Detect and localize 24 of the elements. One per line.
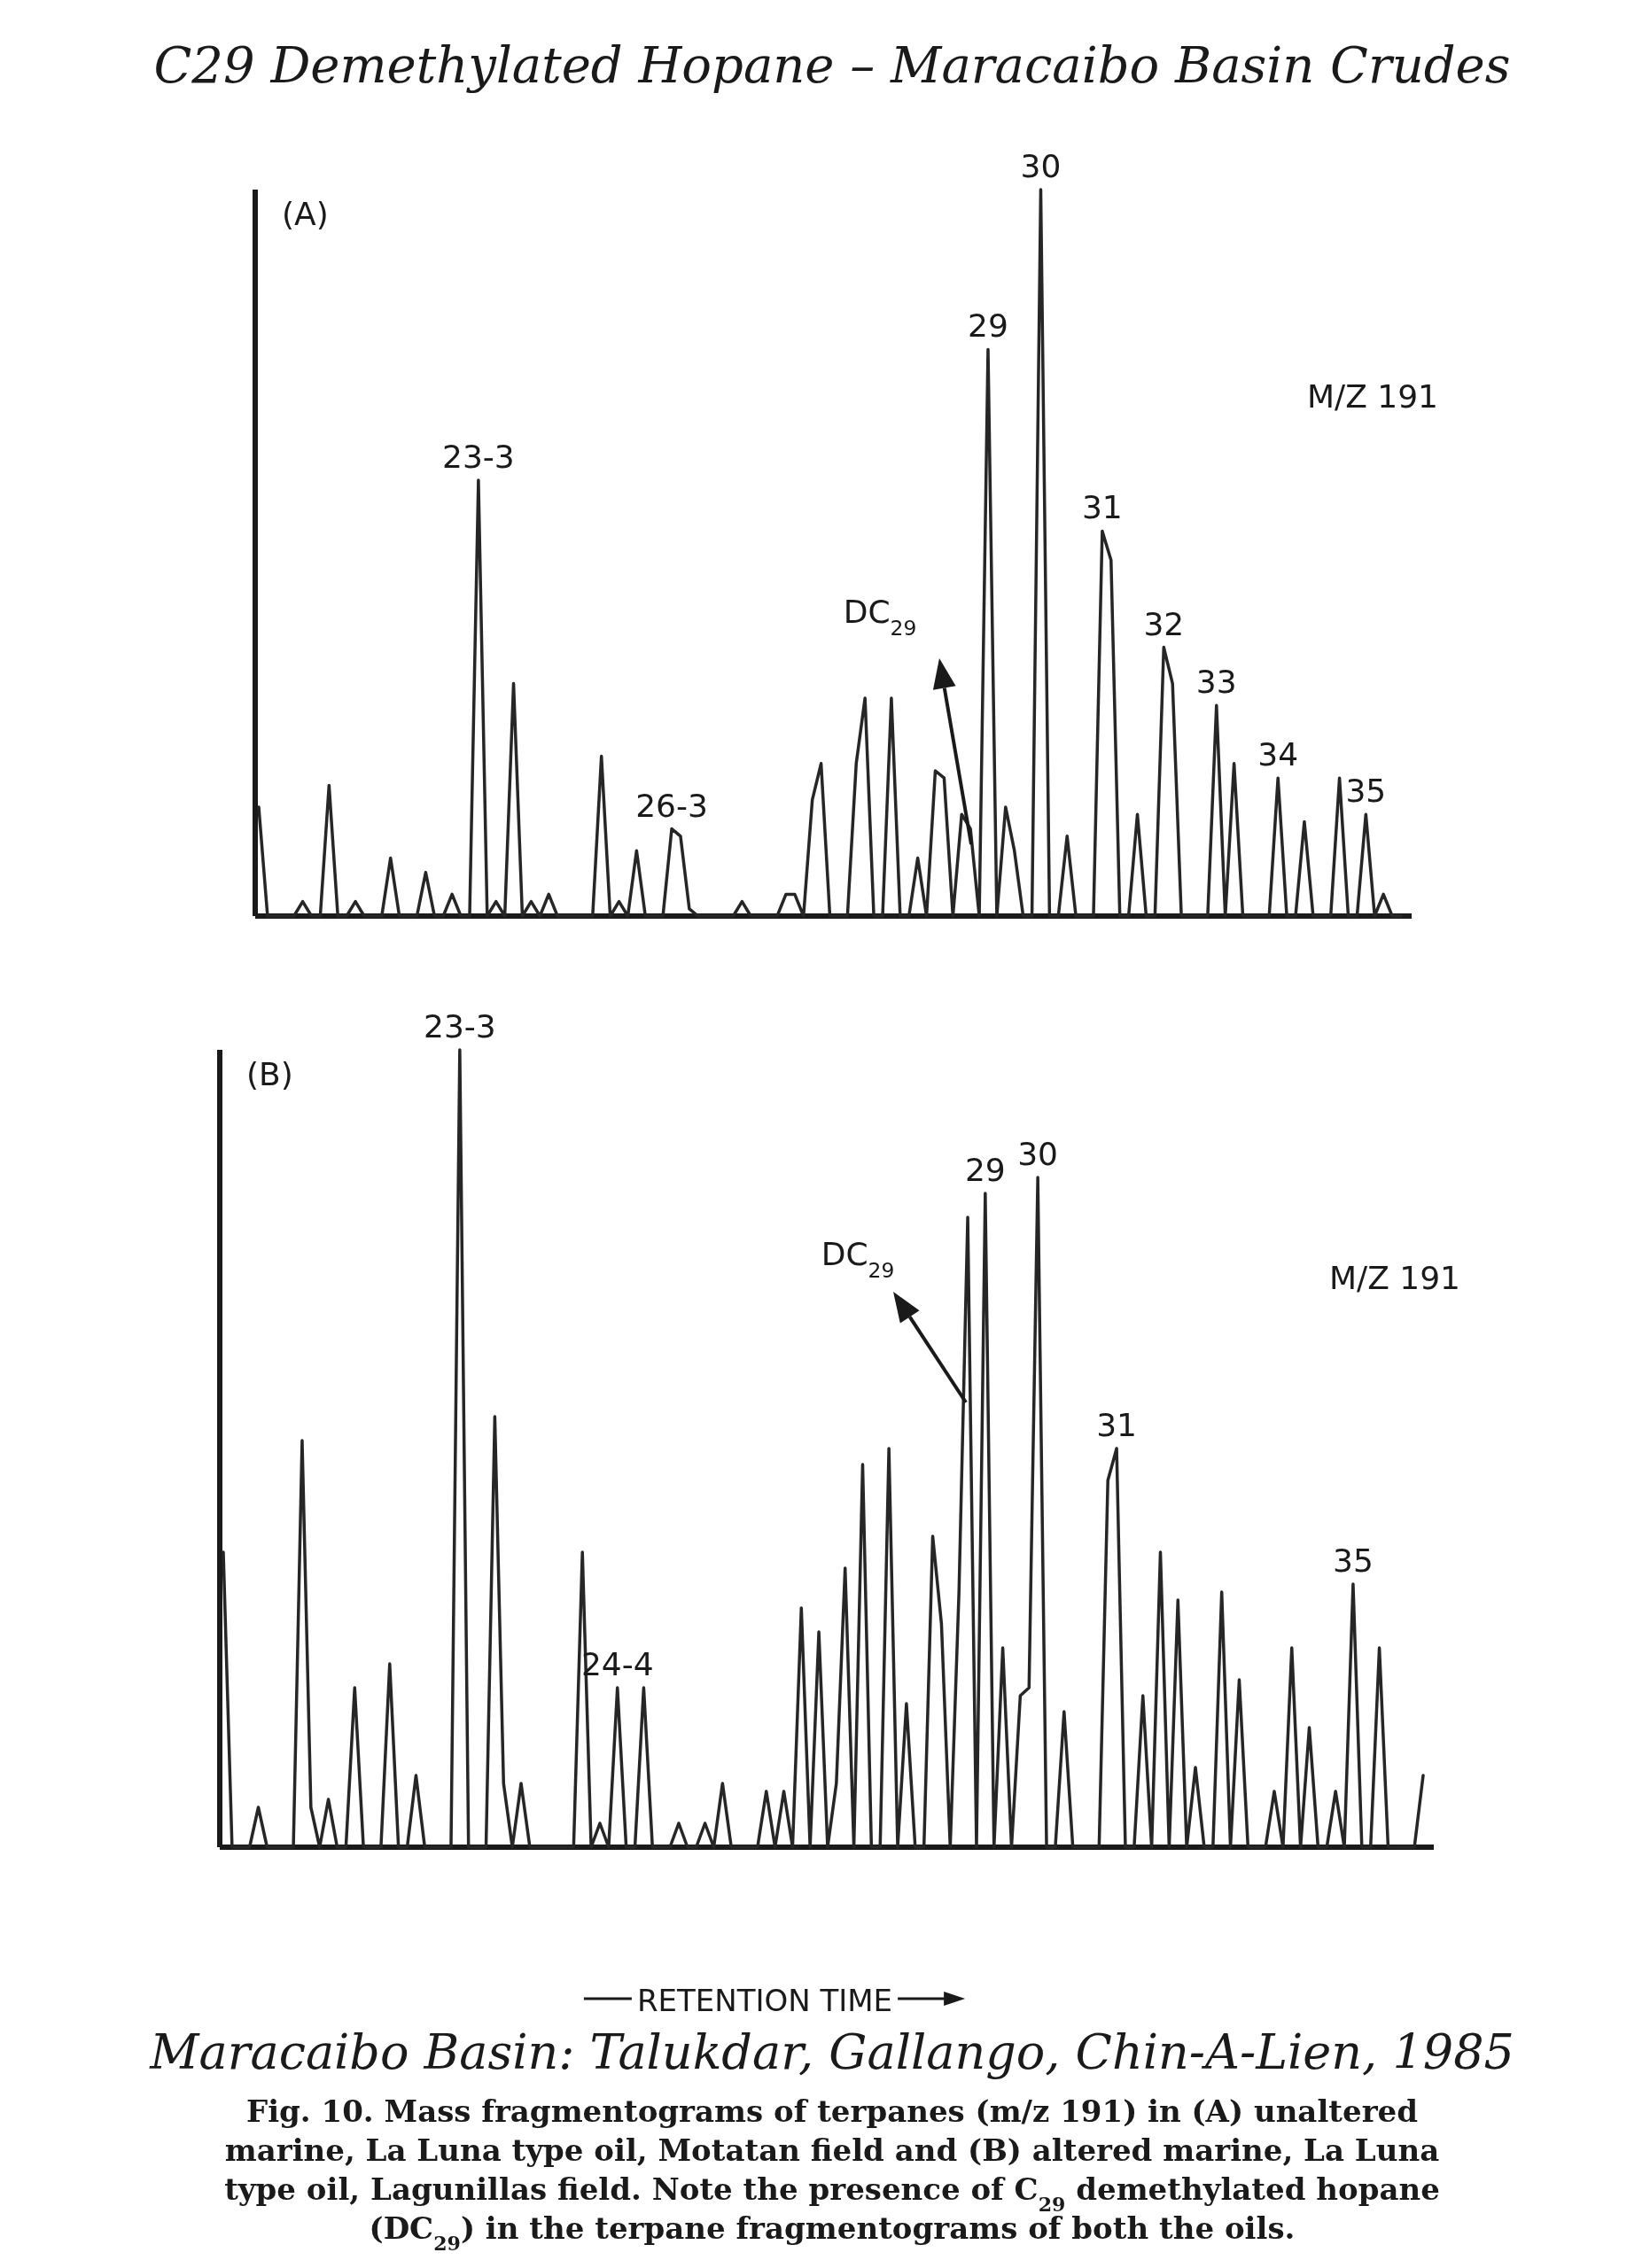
annotation: 33 bbox=[1195, 664, 1237, 701]
text: Fig. 10. Mass fragmentograms of terpanes (m/z 191) in (A) unaltered marine, La Luna type oil, Motatan field and (B) altered marine, La Luna type oil, Lagunillas field. Note the presence of C$_{29}$ demethylated hopane (DC$_{29}$) in the terpane fragmentograms of both the oils. bbox=[224, 2093, 1440, 2255]
annotation: M/Z 191 bbox=[1306, 378, 1438, 415]
annotation: DC$_{29}$ bbox=[821, 1236, 895, 1283]
text: Maracaibo Basin: Talukdar, Gallango, Chin-A-Lien, 1985 bbox=[149, 2024, 1514, 2080]
annotation: 29 bbox=[964, 1152, 1006, 1188]
annotation: 35 bbox=[1333, 1542, 1374, 1579]
annotation: M/Z 191 bbox=[1328, 1260, 1460, 1296]
annotation: 29 bbox=[968, 307, 1008, 345]
annotation: 23-3 bbox=[424, 1008, 496, 1045]
annotation: 31 bbox=[1096, 1407, 1137, 1443]
annotation: DC$_{29}$ bbox=[843, 594, 917, 641]
annotation: 30 bbox=[1020, 148, 1062, 184]
annotation: 32 bbox=[1143, 605, 1185, 642]
annotation: 26-3 bbox=[635, 787, 708, 824]
annotation: 23-3 bbox=[442, 439, 515, 475]
annotation: 35 bbox=[1345, 773, 1387, 810]
annotation: 34 bbox=[1257, 736, 1299, 773]
x-axis-title: RETENTION TIME bbox=[636, 1983, 893, 2018]
annotation: 31 bbox=[1081, 489, 1123, 526]
chart-title: C29 Demethylated Hopane – Maracaibo Basin Crudes bbox=[153, 36, 1511, 94]
annotation: 30 bbox=[1017, 1136, 1059, 1172]
chart-subtitle: (A) bbox=[282, 196, 329, 232]
chart-subtitle: (B) bbox=[246, 1056, 293, 1092]
